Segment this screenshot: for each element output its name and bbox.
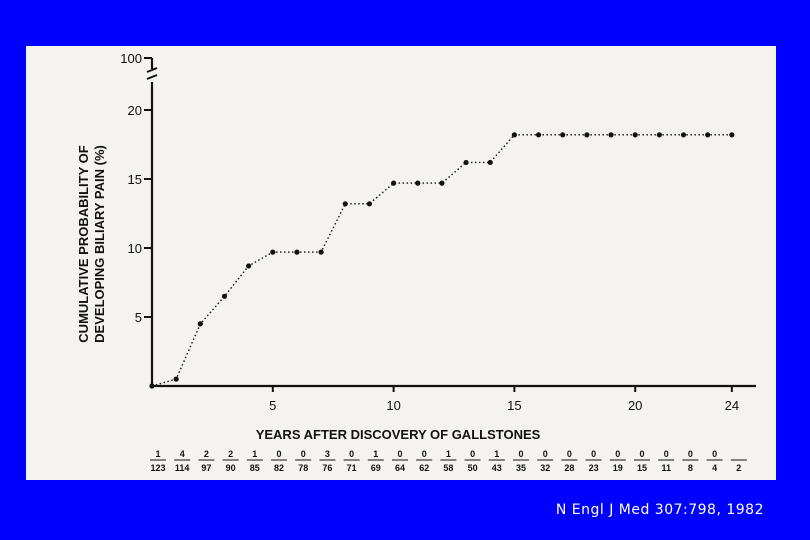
risk-table-events: 1 [494, 449, 499, 459]
risk-table-events: 0 [276, 449, 281, 459]
x-axis-title: YEARS AFTER DISCOVERY OF GALLSTONES [256, 427, 541, 442]
risk-table-events: 1 [252, 449, 257, 459]
risk-table-events: 0 [688, 449, 693, 459]
risk-table-events: 0 [397, 449, 402, 459]
risk-table-at-risk: 50 [468, 463, 478, 473]
y-tick-label: 5 [135, 310, 142, 325]
data-point [366, 201, 373, 207]
data-point [608, 132, 614, 138]
risk-table-events: 0 [591, 449, 596, 459]
risk-table-events: 0 [567, 449, 572, 459]
data-point [535, 132, 542, 138]
data-point [173, 376, 179, 382]
risk-table-events: 2 [228, 449, 233, 459]
data-point [415, 180, 421, 186]
risk-table-at-risk: 2 [736, 463, 741, 473]
x-tick-label: 10 [386, 398, 400, 413]
citation-text: N Engl J Med 307:798, 1982 [555, 502, 764, 518]
risk-table-events: 0 [543, 449, 548, 459]
data-point [270, 249, 276, 255]
axis-break-mark [146, 67, 158, 73]
risk-table-at-risk: 114 [175, 463, 190, 473]
data-point [729, 132, 735, 138]
risk-table-at-risk: 19 [613, 463, 623, 473]
data-point [487, 159, 493, 166]
risk-table-at-risk: 15 [637, 463, 647, 473]
axis-break-mark [146, 74, 158, 80]
risk-table-events: 0 [664, 449, 669, 459]
data-point [656, 132, 662, 138]
risk-table-at-risk: 82 [274, 463, 284, 473]
risk-table-events: 0 [615, 449, 620, 459]
risk-table-at-risk: 69 [371, 463, 381, 473]
data-point [439, 180, 445, 186]
risk-table-at-risk: 58 [443, 463, 453, 473]
risk-table-at-risk: 71 [347, 463, 357, 473]
risk-table-at-risk: 8 [688, 463, 693, 473]
risk-table-events: 1 [155, 449, 160, 459]
risk-table-at-risk: 32 [540, 463, 550, 473]
data-point [680, 132, 687, 138]
risk-table-events: 1 [373, 449, 378, 459]
risk-table-at-risk: 97 [201, 463, 211, 473]
chart-panel: 100 5 10 15 20 5 10 15 20 24 YEARS AFTER DISCOVERY… [26, 46, 776, 480]
data-point [584, 132, 590, 138]
risk-table-at-risk: 35 [516, 463, 526, 473]
data-point [221, 293, 228, 299]
risk-table-at-risk: 90 [226, 463, 236, 473]
y-tick-label-break: 100 [120, 51, 142, 66]
data-point [391, 180, 397, 186]
risk-table-at-risk: 28 [564, 463, 574, 473]
y-axis-title-line-2: DEVELOPING BILIARY PAIN (%) [92, 145, 107, 343]
risk-table-at-risk: 123 [150, 463, 165, 473]
data-point [705, 132, 711, 138]
data-point [342, 201, 348, 207]
y-tick-label: 15 [128, 172, 142, 187]
risk-table-events: 1 [446, 449, 451, 459]
x-tick-label: 15 [507, 398, 521, 413]
data-point [294, 249, 300, 255]
risk-table-at-risk: 11 [661, 463, 671, 473]
series-line [151, 134, 732, 387]
x-tick-label: 20 [628, 398, 642, 413]
x-tick-label: 5 [269, 398, 276, 413]
risk-table-events: 0 [712, 449, 717, 459]
risk-table-at-risk: 64 [395, 463, 405, 473]
risk-table-at-risk: 43 [492, 463, 502, 473]
risk-table-at-risk: 62 [419, 463, 429, 473]
risk-table-events: 2 [204, 449, 209, 459]
risk-table-at-risk: 78 [298, 463, 308, 473]
x-tick-label: 24 [725, 398, 739, 413]
risk-table-events: 3 [325, 449, 330, 459]
data-point [149, 383, 155, 389]
risk-table-events: 0 [639, 449, 644, 459]
data-point [632, 132, 638, 138]
y-tick-label: 10 [128, 241, 142, 256]
data-point [246, 263, 252, 269]
risk-table-events: 0 [518, 449, 523, 459]
risk-table-at-risk: 23 [589, 463, 599, 473]
data-point [463, 159, 469, 166]
risk-table-events: 0 [301, 449, 306, 459]
risk-table-events: 0 [422, 449, 427, 459]
data-point [560, 132, 566, 138]
risk-table-events: 0 [470, 449, 475, 459]
risk-table-at-risk: 85 [250, 463, 260, 473]
data-point [318, 249, 324, 255]
data-point [511, 132, 517, 138]
risk-table-events: 0 [349, 449, 354, 459]
y-axis-title-line-1: CUMULATIVE PROBABILITY OF [76, 145, 91, 342]
risk-table-at-risk: 76 [322, 463, 332, 473]
risk-table-at-risk: 4 [712, 463, 717, 473]
risk-table-events: 4 [180, 449, 185, 459]
y-tick-label: 20 [128, 103, 142, 118]
data-point [197, 321, 203, 327]
